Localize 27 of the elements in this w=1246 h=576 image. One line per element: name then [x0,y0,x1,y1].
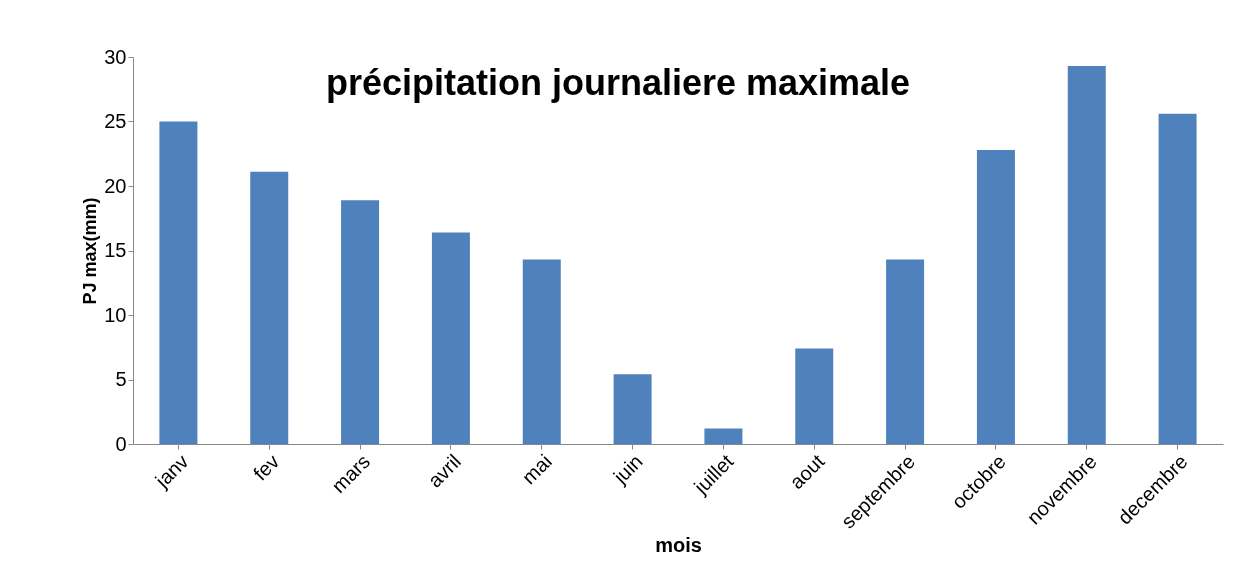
bar [795,348,834,444]
x-tick-label: mai [517,450,556,489]
x-tick-label: juin [608,450,647,489]
y-tick-label: 30 [104,45,127,68]
x-tick-label: aout [785,449,829,494]
bar [976,149,1015,444]
y-tick-label: 10 [104,303,127,326]
y-axis-title: PJ max(mm) [80,197,101,305]
bar [1067,66,1106,444]
y-tick-label: 20 [104,174,127,197]
bar [341,200,380,444]
bar [886,259,925,444]
bar [704,428,743,444]
bar [250,171,289,444]
x-tick-label: fev [248,450,284,485]
y-tick-label: 5 [115,368,127,390]
bar [522,259,561,444]
x-tick-label: avril [423,450,466,492]
bar [431,232,470,444]
y-tick-label: 25 [104,110,127,132]
y-tick-label: 0 [115,432,127,455]
bar [1158,113,1197,444]
y-tick-label: 15 [104,239,127,261]
x-axis-title: mois [655,534,702,557]
bar [159,121,198,444]
chart-title: précipitation journaliere maximale [325,62,911,103]
bar [613,374,652,444]
